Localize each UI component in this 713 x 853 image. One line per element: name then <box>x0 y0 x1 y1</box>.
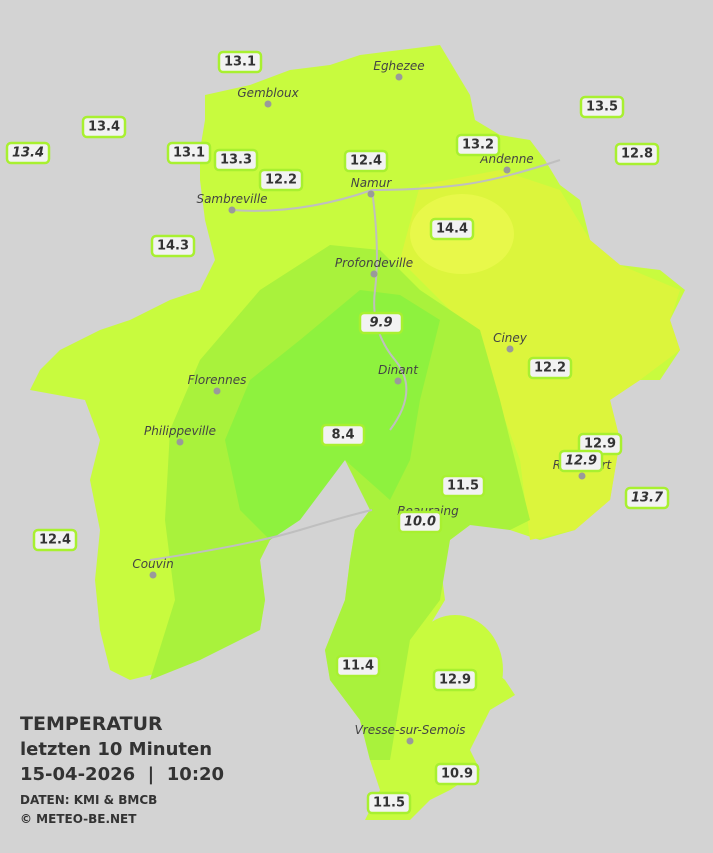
city-dot <box>176 438 184 446</box>
station-box <box>358 311 404 335</box>
city-label: Gembloux <box>237 86 299 100</box>
city-label: Profondeville <box>335 256 413 270</box>
cities: EghezeeGemblouxAndenneNamurSambrevillePr… <box>132 59 613 745</box>
station-value: 10.0 <box>404 515 436 530</box>
station-box <box>614 142 660 166</box>
station-box <box>397 510 443 534</box>
zone-cool <box>225 290 440 540</box>
zone-mid <box>150 245 530 760</box>
city-label: Philippeville <box>144 424 216 438</box>
station-value: 10.9 <box>441 767 473 782</box>
city-dot <box>367 190 375 198</box>
city-label: Dinant <box>378 363 419 377</box>
station-value: 9.9 <box>369 316 392 331</box>
city-label: Namur <box>351 176 393 190</box>
station-box <box>166 141 212 165</box>
city-label: Ciney <box>493 331 528 345</box>
stations: 13.1 13.4 13.4 13.1 13.3 12.2 12.4 13.2 13.5 12.8… <box>5 50 670 815</box>
station-value: 12.8 <box>621 147 653 162</box>
station-value: 12.9 <box>584 437 616 452</box>
legend-title: TEMPERATUR <box>20 713 163 735</box>
station-value: 12.4 <box>39 533 71 548</box>
city-dot <box>394 377 402 385</box>
station-box <box>429 217 475 241</box>
station-box <box>213 148 259 172</box>
station-value: 14.4 <box>436 222 468 237</box>
city-dot <box>395 73 403 81</box>
station-value: 12.9 <box>439 673 471 688</box>
station-box <box>5 141 51 165</box>
station-box <box>81 115 127 139</box>
station-value: 13.3 <box>220 153 252 168</box>
station-box <box>335 654 381 678</box>
city-dot <box>213 387 221 395</box>
station-value: 13.4 <box>12 146 44 161</box>
city-dot <box>370 270 378 278</box>
station-value: 13.1 <box>173 146 205 161</box>
station-box <box>624 486 670 510</box>
city-label: Couvin <box>132 557 173 571</box>
station-box <box>432 668 478 692</box>
station-box <box>217 50 263 74</box>
legend-source: DATEN: KMI & BMCB <box>20 793 157 807</box>
city-label: Eghezee <box>373 59 424 73</box>
station-box <box>440 474 486 498</box>
station-value: 13.1 <box>224 55 256 70</box>
station-value: 14.3 <box>157 239 189 254</box>
station-value: 11.5 <box>373 796 405 811</box>
city-dot <box>264 100 272 108</box>
city-label: Vresse-sur-Semois <box>355 723 466 737</box>
station-value: 13.7 <box>631 491 664 506</box>
station-box <box>558 449 604 473</box>
legend-period: letzten 10 Minuten <box>20 739 212 760</box>
legend-datetime: 15-04-2026 | 10:20 <box>20 764 224 785</box>
station-box <box>32 528 78 552</box>
station-box <box>434 762 480 786</box>
station-value: 12.2 <box>534 361 566 376</box>
city-label: Sambreville <box>196 192 267 206</box>
city-dot <box>228 206 236 214</box>
station-value: 13.5 <box>586 100 618 115</box>
city-dot <box>503 166 511 174</box>
station-value: 11.5 <box>447 479 479 494</box>
station-box <box>366 791 412 815</box>
station-value: 8.4 <box>331 428 354 443</box>
station-value: 11.4 <box>342 659 374 674</box>
station-value: 12.2 <box>265 173 297 188</box>
station-value: 12.4 <box>350 154 382 169</box>
station-value: 12.9 <box>565 454 597 469</box>
legend-copyright: © METEO-BE.NET <box>20 812 137 826</box>
city-label: Florennes <box>188 373 247 387</box>
station-box <box>320 423 366 447</box>
city-dot <box>578 472 586 480</box>
station-box <box>258 168 304 192</box>
station-box <box>150 234 196 258</box>
station-value: 13.2 <box>462 138 494 153</box>
station-box <box>343 149 389 173</box>
station-box <box>455 133 501 157</box>
city-dot <box>506 345 514 353</box>
station-box <box>579 95 625 119</box>
station-value: 13.4 <box>88 120 120 135</box>
station-box <box>527 356 573 380</box>
city-dot <box>406 737 414 745</box>
city-dot <box>149 571 157 579</box>
